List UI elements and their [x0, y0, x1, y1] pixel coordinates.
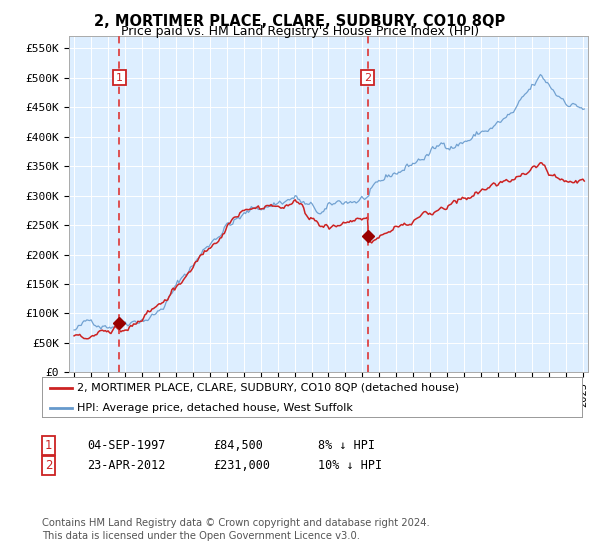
Text: Price paid vs. HM Land Registry's House Price Index (HPI): Price paid vs. HM Land Registry's House …	[121, 25, 479, 38]
Text: 2: 2	[364, 73, 371, 83]
Text: Contains HM Land Registry data © Crown copyright and database right 2024.
This d: Contains HM Land Registry data © Crown c…	[42, 518, 430, 541]
Text: HPI: Average price, detached house, West Suffolk: HPI: Average price, detached house, West…	[77, 403, 353, 413]
Text: 23-APR-2012: 23-APR-2012	[87, 459, 166, 473]
Text: 04-SEP-1997: 04-SEP-1997	[87, 438, 166, 452]
Text: 2: 2	[45, 459, 53, 473]
Text: 10% ↓ HPI: 10% ↓ HPI	[318, 459, 382, 473]
Text: 1: 1	[116, 73, 123, 83]
Text: £231,000: £231,000	[213, 459, 270, 473]
Text: 1: 1	[45, 438, 53, 452]
Text: £84,500: £84,500	[213, 438, 263, 452]
Text: 2, MORTIMER PLACE, CLARE, SUDBURY, CO10 8QP: 2, MORTIMER PLACE, CLARE, SUDBURY, CO10 …	[94, 14, 506, 29]
Text: 8% ↓ HPI: 8% ↓ HPI	[318, 438, 375, 452]
Text: 2, MORTIMER PLACE, CLARE, SUDBURY, CO10 8QP (detached house): 2, MORTIMER PLACE, CLARE, SUDBURY, CO10 …	[77, 383, 459, 393]
